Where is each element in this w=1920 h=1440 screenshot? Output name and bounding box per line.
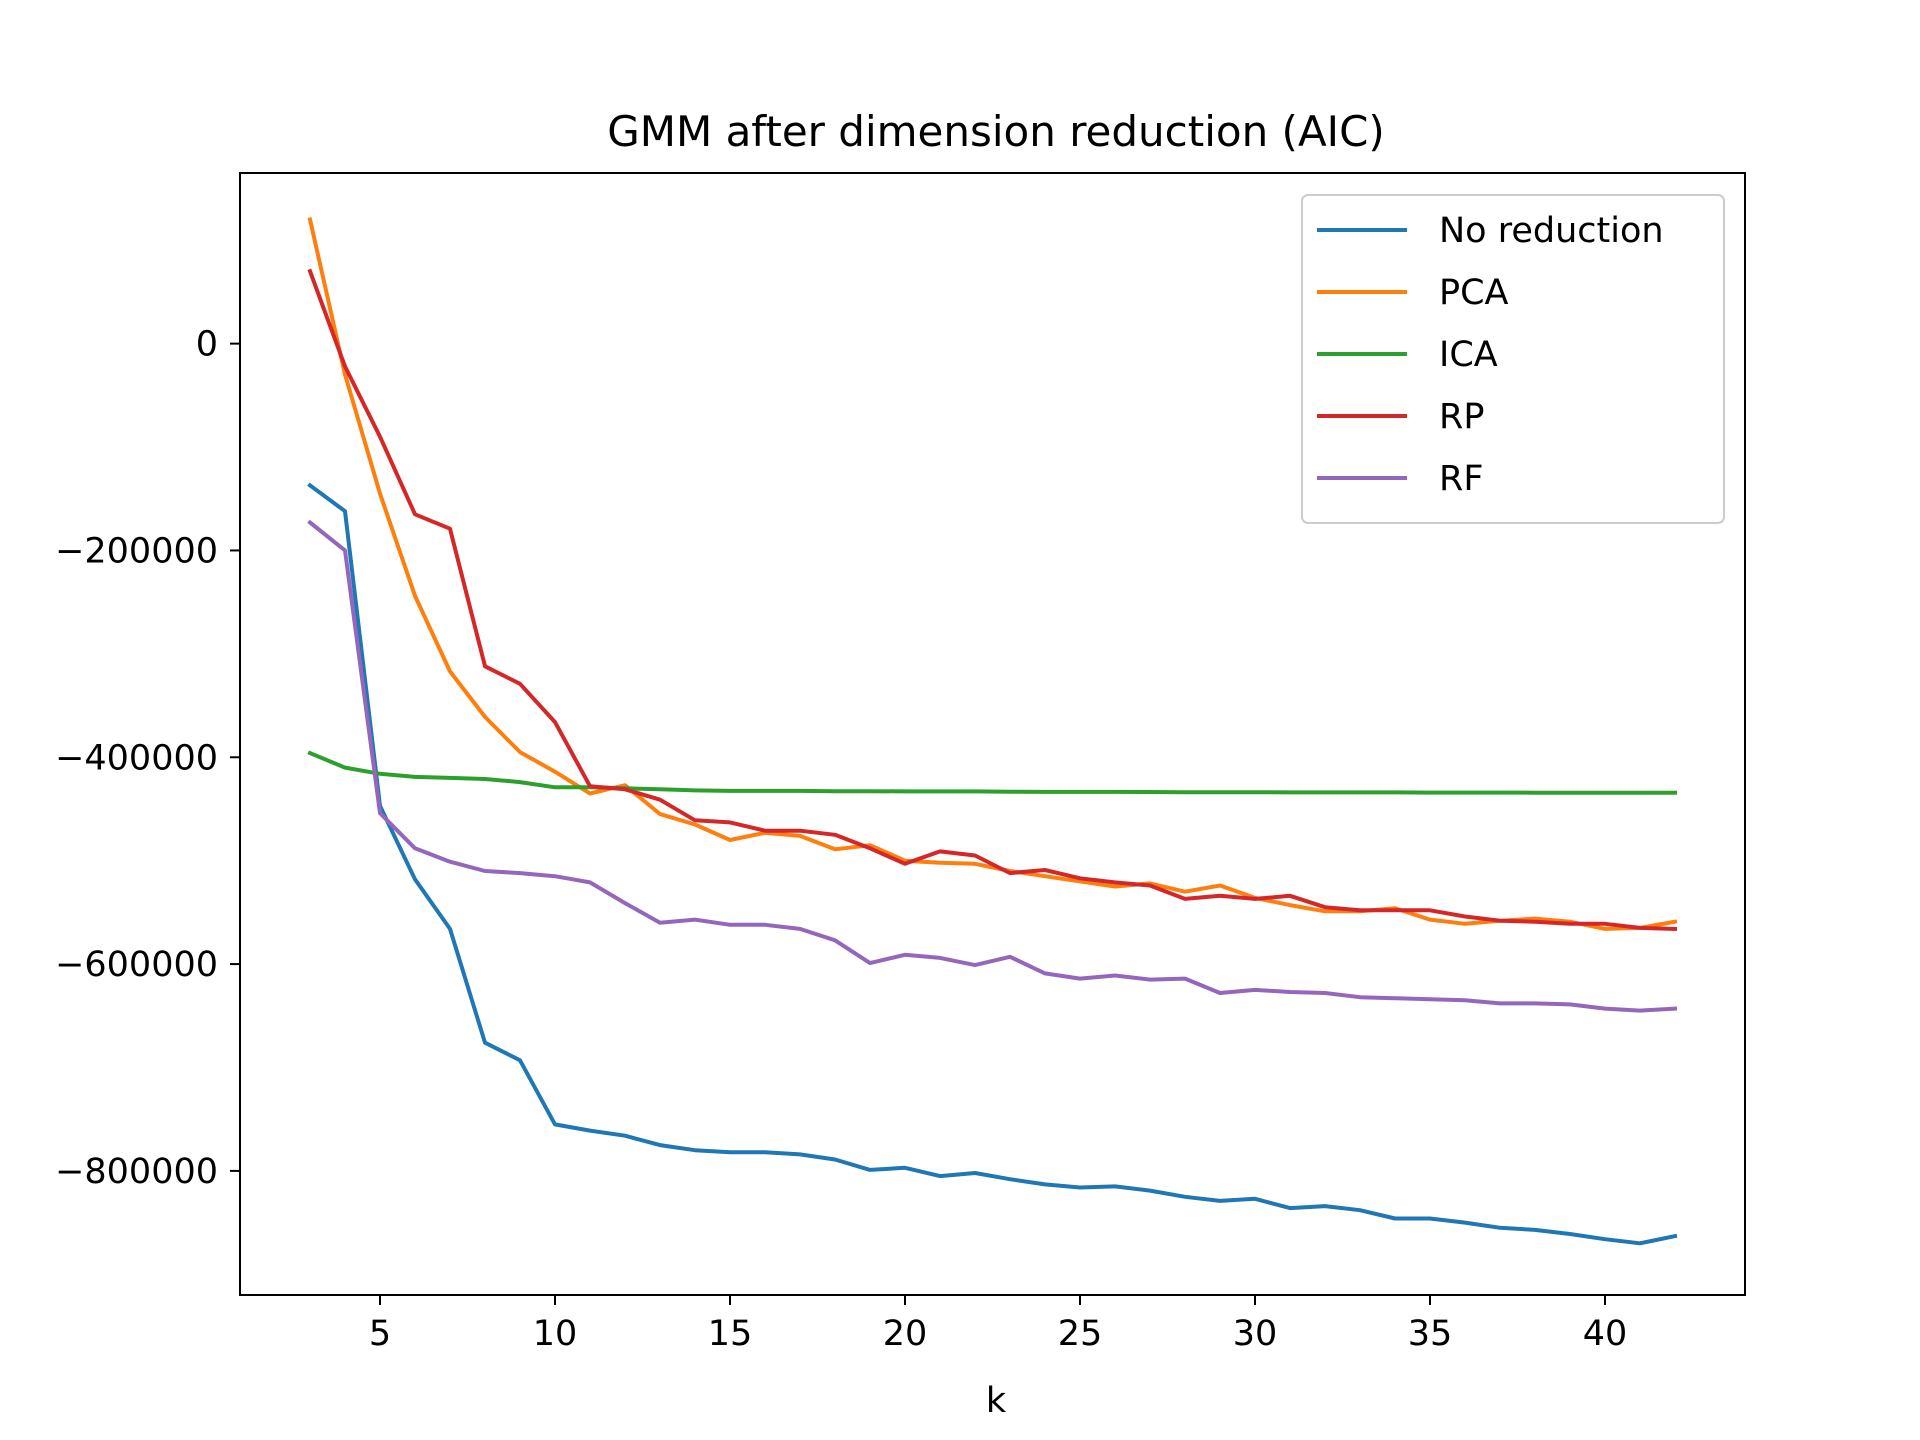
x-axis-title: k <box>986 1381 1007 1421</box>
plot-area <box>307 217 1678 1246</box>
y-tick-label: −200000 <box>55 531 218 571</box>
legend: No reduction PCA ICA RP RF <box>1301 194 1725 524</box>
x-tick-label: 5 <box>369 1314 391 1354</box>
chart-title: GMM after dimension reduction (AIC) <box>607 107 1385 156</box>
series-line-rp <box>307 268 1678 931</box>
y-tick-label: 0 <box>196 325 218 365</box>
plot-frame <box>239 172 1746 1296</box>
x-tick-label: 35 <box>1408 1314 1453 1354</box>
x-tick-label: 25 <box>1058 1314 1103 1354</box>
series-line-no-reduction <box>307 482 1678 1246</box>
x-tick-label: 40 <box>1583 1314 1628 1354</box>
legend-label-rf: RF <box>1439 459 1483 499</box>
x-tick-label: 15 <box>708 1314 753 1354</box>
x-tick-label: 20 <box>883 1314 928 1354</box>
y-tick-label: −800000 <box>55 1152 218 1192</box>
x-tick-label: 10 <box>533 1314 578 1354</box>
legend-label-pca: PCA <box>1439 273 1509 313</box>
y-tick-label: −600000 <box>55 945 218 985</box>
series-line-ica <box>307 750 1677 795</box>
y-tick-label: −400000 <box>55 738 218 778</box>
legend-box <box>1301 194 1725 524</box>
legend-label-no-reduction: No reduction <box>1439 211 1664 251</box>
legend-label-ica: ICA <box>1439 335 1498 375</box>
x-tick-label: 30 <box>1233 1314 1278 1354</box>
legend-label-rp: RP <box>1439 397 1484 437</box>
series-line-pca <box>307 217 1678 931</box>
y-axis: 0 −200000 −400000 −600000 −800000 <box>55 325 240 1192</box>
series-line-rf <box>307 519 1678 1013</box>
x-axis: 5 10 15 20 25 30 35 40 <box>369 1295 1627 1354</box>
